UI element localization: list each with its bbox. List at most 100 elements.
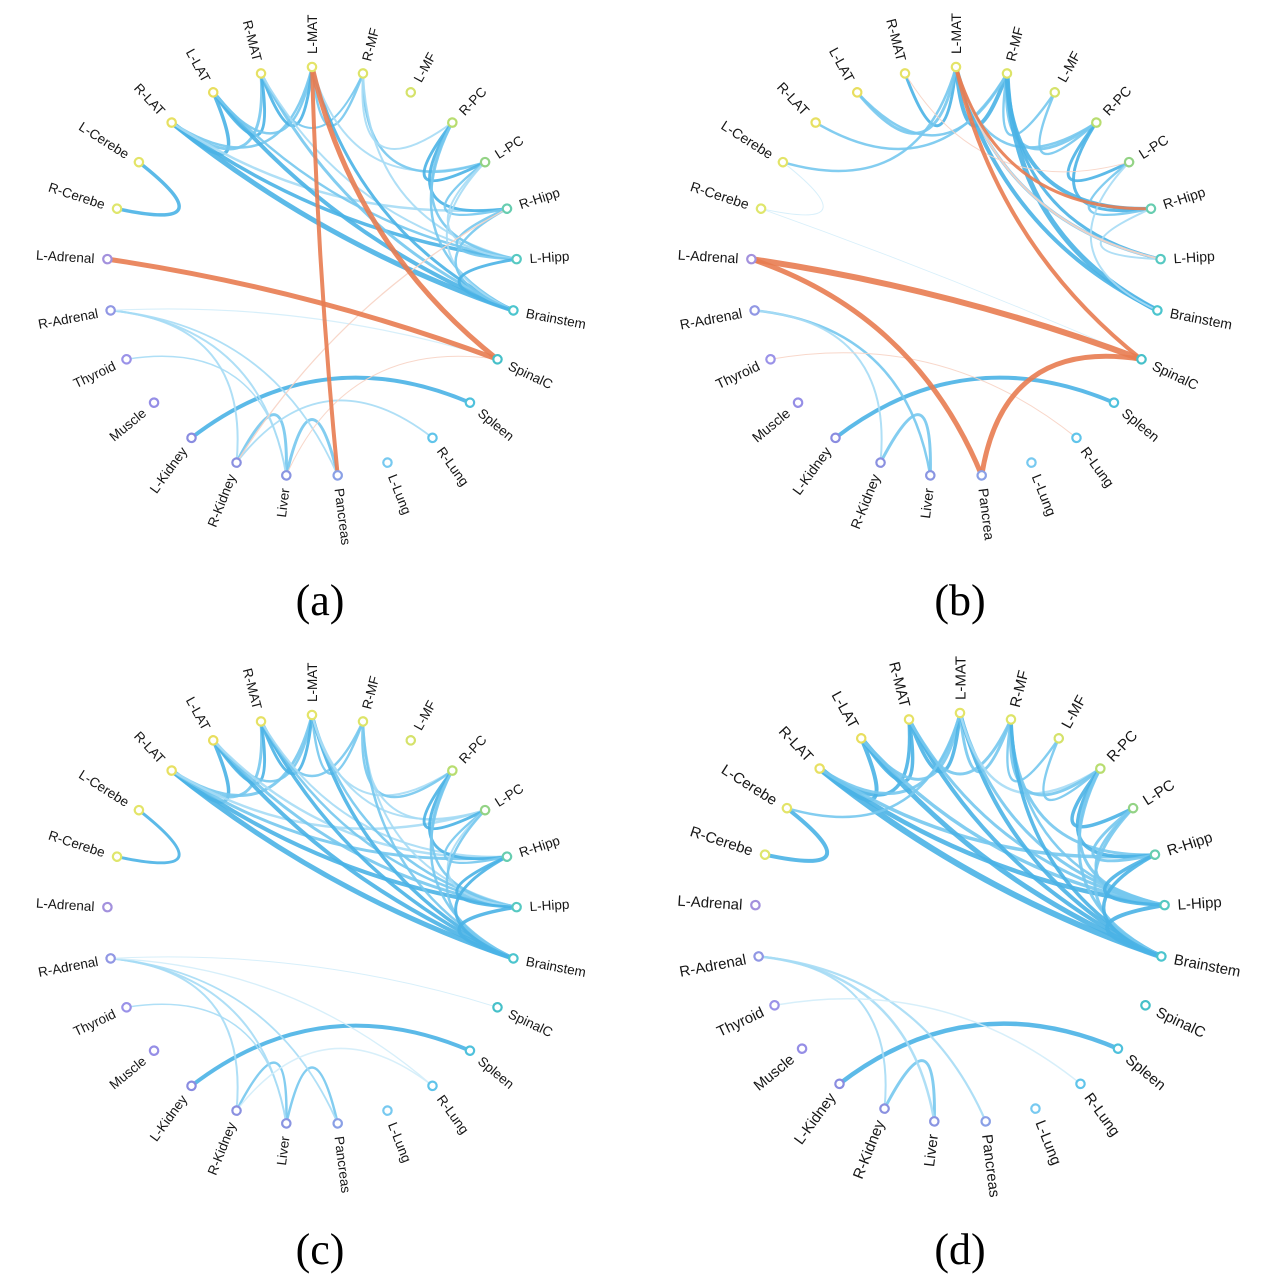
edge-SpinalC-Pancreas (979, 353, 1144, 478)
node-label-R-PC: R-PC (456, 732, 490, 767)
node-label-L-Hipp: L-Hipp (1177, 894, 1222, 914)
node-group-R-MAT: R-MAT (885, 660, 915, 725)
node-marker-Liver (281, 470, 292, 481)
node-label-L-MAT: L-MAT (952, 656, 969, 700)
edge-L-MAT-R-Hipp (954, 65, 1153, 211)
node-group-R-MF: R-MF (357, 674, 382, 727)
node-group-L-PC: L-PC (479, 781, 526, 816)
node-marker-R-MF (1005, 714, 1017, 725)
node-marker-Pancreas (332, 1118, 343, 1129)
node-label-Liver: Liver (917, 487, 937, 519)
node-marker-L-Lung (1026, 457, 1037, 468)
edge-R-Cerebe-L-Cerebe (760, 161, 824, 216)
edge-R-LAT-R-MF (814, 72, 1009, 151)
edge-R-Hipp-Brainstem (1101, 852, 1164, 959)
edge-R-Adrenal-SpinalC (110, 956, 498, 1008)
edge-L-LAT-L-Hipp (211, 91, 518, 261)
connectogram-a: L-MAT R-MF L-MF R-PCL-PC R-Hipp L-Hipp Brainst… (36, 15, 588, 547)
node-group-L-Hipp: L-Hipp (1159, 894, 1222, 914)
node-label-R-LAT: R-LAT (775, 723, 816, 765)
node-group-L-Lung: L-Lung (382, 457, 414, 517)
node-label-R-MF: R-MF (1003, 25, 1027, 63)
node-marker-Brainstem (1152, 305, 1163, 316)
node-label-L-MAT: L-MAT (948, 13, 964, 54)
node-group-L-MAT: L-MAT (305, 15, 320, 73)
node-group-L-MF: L-MF (405, 698, 439, 746)
node-label-R-Lung: R-Lung (434, 444, 472, 489)
edge-L-Kidney-Spleen (189, 1023, 472, 1088)
node-marker-Thyroid (769, 999, 780, 1011)
edge-R-Adrenal-R-Kidney (109, 957, 239, 1112)
node-group-R-Hipp: R-Hipp (501, 185, 562, 214)
node-group-R-Lung: R-Lung (1075, 1078, 1123, 1140)
edge-R-Adrenal-Pancreas (109, 957, 339, 1125)
node-label-Muscle: Muscle (107, 1053, 150, 1092)
node-marker-L-Lung (382, 457, 393, 468)
node-group-Liver: Liver (921, 1116, 942, 1168)
node-marker-R-Cerebe (111, 851, 123, 862)
node-label-R-PC: R-PC (1104, 727, 1142, 765)
node-label-L-MF: L-MF (411, 50, 439, 85)
node-label-L-PC: L-PC (492, 781, 526, 810)
node-label-R-Kidney: R-Kidney (847, 472, 883, 531)
node-label-L-MAT: L-MAT (305, 663, 320, 703)
node-marker-L-Lung (382, 1105, 393, 1116)
node-group-R-LAT: R-LAT (131, 80, 177, 128)
node-group-R-Cerebe: R-Cerebe (47, 828, 123, 862)
node-group-L-LAT: L-LAT (183, 46, 219, 98)
edge-R-Adrenal-R-Kidney (757, 955, 887, 1110)
node-group-R-MAT: R-MAT (240, 19, 267, 79)
edge-R-LAT-R-MAT (170, 719, 264, 799)
edge-SpinalC-Liver (285, 355, 498, 476)
edge-R-Adrenal-Liver (757, 955, 936, 1123)
node-label-R-Hipp: R-Hipp (517, 833, 562, 860)
node-group-Muscle: Muscle (749, 397, 804, 445)
node-group-Spleen: Spleen (1108, 397, 1163, 445)
node-label-Spleen: Spleen (475, 1053, 517, 1091)
node-marker-L-MF (1049, 87, 1061, 98)
node-group-Thyroid: Thyroid (714, 999, 780, 1041)
panel-caption-b: (b) (934, 576, 986, 625)
node-group-Thyroid: Thyroid (71, 353, 132, 391)
panel-a: L-MAT R-MF L-MF R-PC L-PC R-Hipp L-Hipp Brainst… (0, 0, 640, 640)
node-marker-L-MAT (306, 709, 318, 721)
node-label-L-Lung: L-Lung (385, 1120, 414, 1165)
node-group-L-Cerebe: L-Cerebe (76, 767, 145, 816)
node-label-R-Kidney: R-Kidney (205, 472, 239, 529)
node-label-Spleen: Spleen (1119, 405, 1163, 445)
node-marker-Liver (925, 470, 936, 481)
edge-L-PC-Brainstem (1090, 161, 1159, 312)
node-group-R-Adrenal: R-Adrenal (37, 953, 116, 980)
node-label-L-Kidney: L-Kidney (791, 1089, 840, 1147)
edge-R-Cerebe-L-Cerebe (763, 806, 830, 863)
edge-R-Kidney-Liver (235, 413, 288, 477)
edge-R-LAT-R-Hipp (170, 121, 509, 212)
node-group-L-Hipp: L-Hipp (1155, 248, 1215, 266)
edge-L-MAT-Pancreas (310, 65, 340, 478)
node-group-R-MF: R-MF (1001, 25, 1027, 79)
node-group-L-LAT: L-LAT (183, 694, 219, 746)
node-group-R-Cerebe: R-Cerebe (688, 823, 771, 860)
node-group-R-Kidney: R-Kidney (205, 1105, 242, 1177)
edge-L-PC-R-Hipp (1087, 160, 1153, 217)
edge-R-Hipp-Brainstem (454, 855, 515, 960)
edge-L-Hipp-Brainstem (1105, 903, 1167, 959)
node-marker-R-Hipp (1149, 849, 1161, 860)
node-label-L-Kidney: L-Kidney (789, 444, 834, 498)
node-marker-R-Hipp (501, 851, 513, 862)
edge-R-LAT-R-MAT (817, 717, 912, 797)
node-group-SpinalC: SpinalC (1136, 353, 1201, 393)
edge-R-PC-L-PC (1070, 766, 1135, 829)
node-group-Muscle: Muscle (751, 1043, 808, 1094)
node-marker-L-PC (1123, 156, 1135, 168)
node-label-L-MAT: L-MAT (305, 15, 320, 55)
node-label-L-Cerebe: L-Cerebe (718, 761, 780, 809)
panel-caption-a: (a) (295, 576, 345, 625)
node-group-Liver: Liver (274, 470, 293, 518)
node-group-R-MAT: R-MAT (883, 17, 911, 79)
node-label-L-MF: L-MF (1058, 693, 1090, 732)
edge-L-Cerebe-L-MAT (785, 711, 962, 819)
edge-R-Hipp-Brainstem (454, 207, 515, 312)
node-label-R-Hipp: R-Hipp (1165, 829, 1215, 860)
node-marker-R-LAT (810, 117, 821, 128)
